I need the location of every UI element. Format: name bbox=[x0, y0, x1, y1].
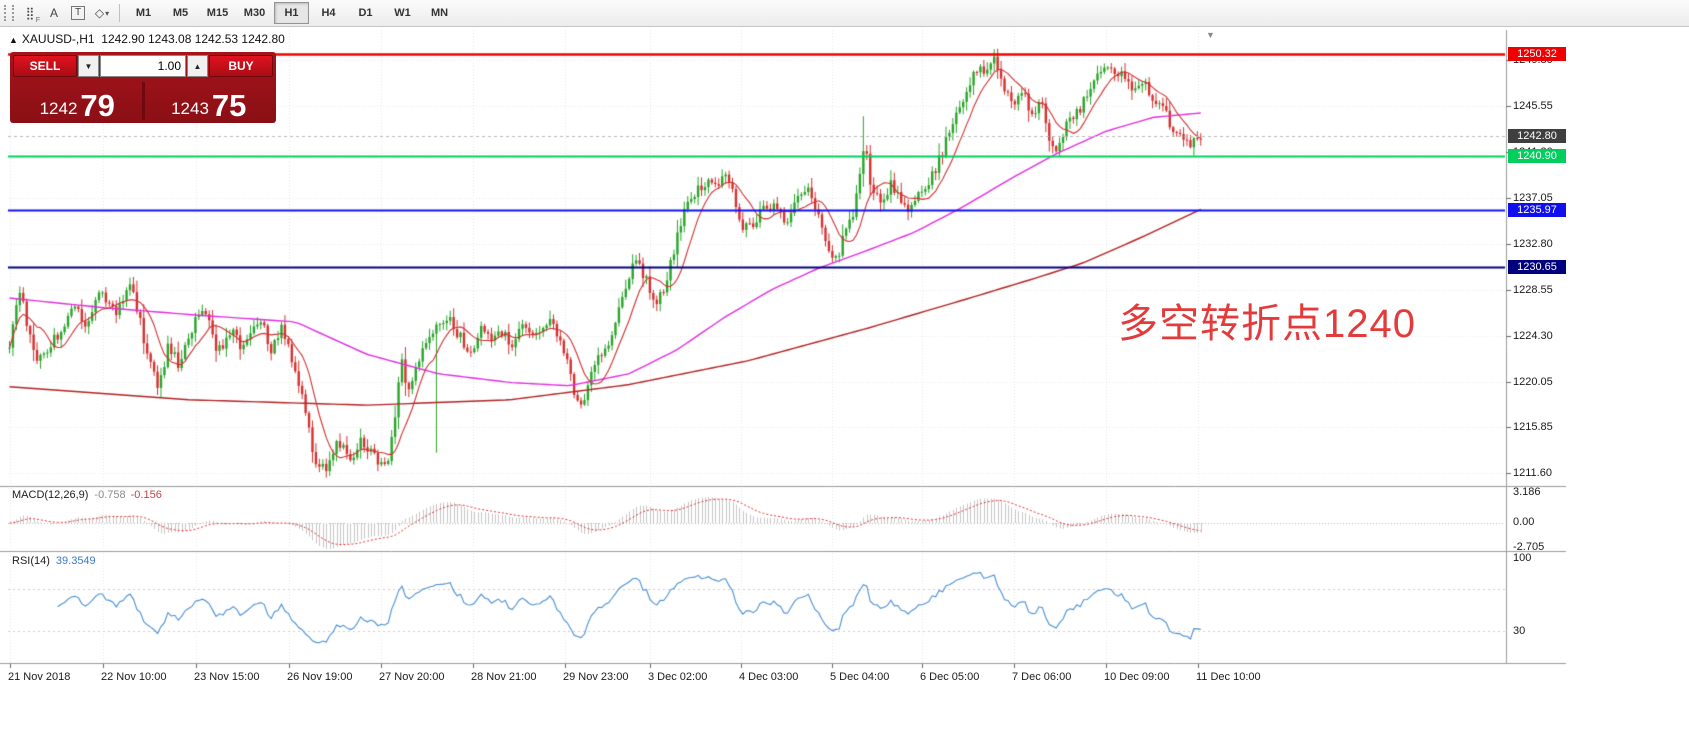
timeframe-m5[interactable]: M5 bbox=[172, 7, 189, 19]
timeframe-mn[interactable]: MN bbox=[430, 7, 449, 19]
toolbar-grip[interactable] bbox=[4, 5, 14, 21]
timeframe-m1[interactable]: M1 bbox=[135, 7, 152, 19]
timeframe-m30[interactable]: M30 bbox=[243, 7, 266, 19]
label-tool-icon[interactable]: T bbox=[66, 3, 90, 24]
chart-title: ▲ XAUUSD-,H1 1242.90 1243.08 1242.53 1242… bbox=[9, 32, 285, 46]
sell-price-display[interactable]: 1242 79 bbox=[39, 87, 115, 123]
timeframe-w1[interactable]: W1 bbox=[394, 7, 411, 19]
rsi-label: RSI(14) 39.3549 bbox=[12, 555, 96, 567]
text-tool-icon[interactable]: A bbox=[49, 6, 58, 20]
timeframe-d1[interactable]: D1 bbox=[358, 7, 373, 19]
chevron-down-icon: ▾ bbox=[105, 8, 110, 18]
crosshair-grid-icon[interactable]: ⣿ F bbox=[25, 6, 40, 24]
toolbar-separator bbox=[119, 4, 120, 22]
price-divider bbox=[141, 82, 145, 120]
annotation-text: 多空转折点1240 bbox=[1118, 302, 1416, 346]
timeframe-h4[interactable]: H4 bbox=[321, 7, 336, 19]
sell-button[interactable]: SELL bbox=[13, 55, 77, 77]
symbol-period: XAUUSD-,H1 bbox=[21, 32, 95, 46]
volume-down-button[interactable]: ▼ bbox=[78, 55, 99, 77]
chevron-up-icon: ▲ bbox=[193, 61, 202, 71]
macd-label: MACD(12,26,9) -0.758 -0.156 bbox=[12, 489, 162, 501]
expand-triangle-icon[interactable]: ▲ bbox=[9, 35, 18, 45]
chevron-down-icon: ▼ bbox=[84, 61, 93, 71]
timeframe-buttons: M1 M5 M15 M30 H1 H4 D1 W1 MN bbox=[125, 2, 458, 24]
toolbar: ⣿ F A T ◇ ▾ M1 M5 M15 M30 H1 H4 D1 W1 MN bbox=[0, 0, 1689, 27]
timeframe-m15[interactable]: M15 bbox=[206, 7, 229, 19]
buy-price-display[interactable]: 1243 75 bbox=[171, 87, 247, 123]
volume-input[interactable] bbox=[100, 55, 186, 77]
buy-button[interactable]: BUY bbox=[209, 55, 273, 77]
volume-up-button[interactable]: ▲ bbox=[187, 55, 208, 77]
shapes-tool-icon[interactable]: ◇ ▾ bbox=[94, 6, 110, 20]
timeframe-h1[interactable]: H1 bbox=[274, 2, 309, 24]
ohlc-values: 1242.90 1243.08 1242.53 1242.80 bbox=[101, 32, 285, 46]
chart-dropdown-caret-icon[interactable]: ▼ bbox=[1206, 30, 1215, 40]
